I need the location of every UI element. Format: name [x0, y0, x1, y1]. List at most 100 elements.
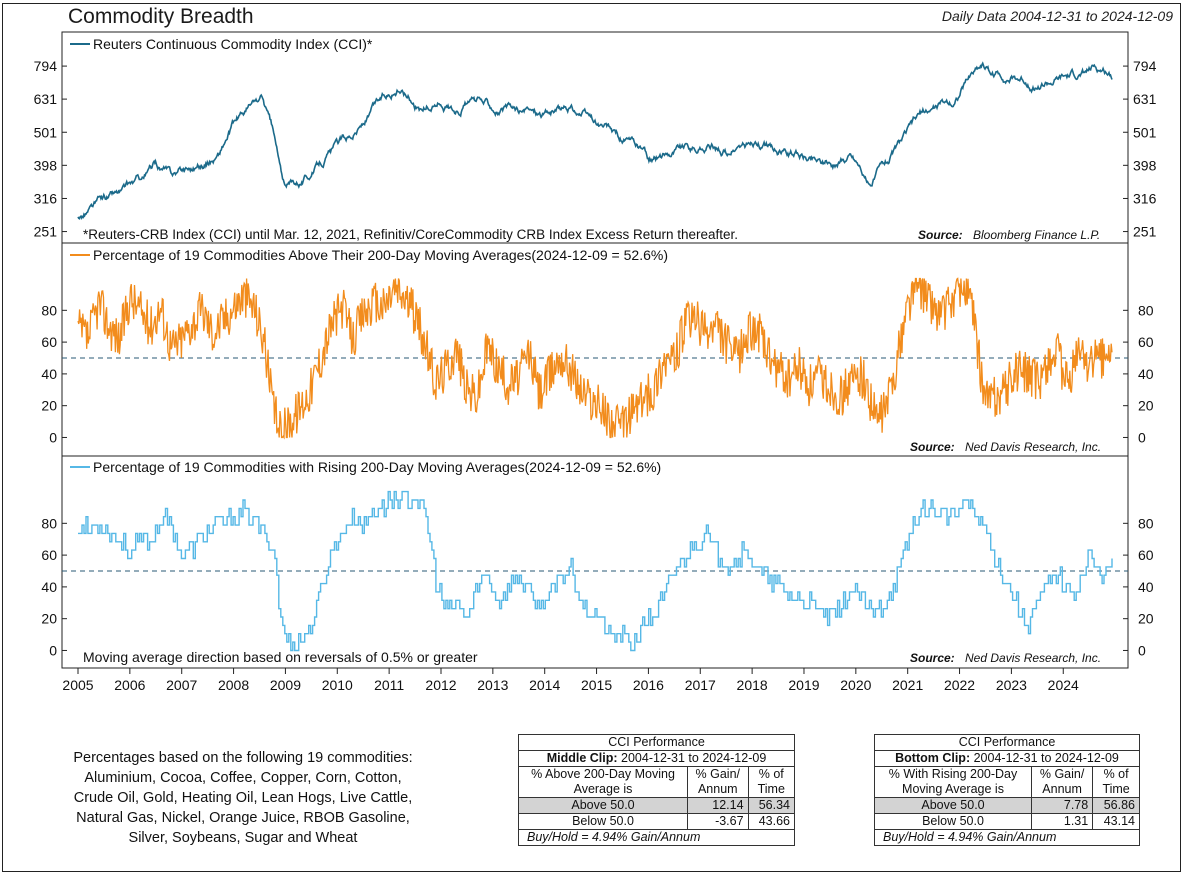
col-header: % Gain/ Annum — [687, 766, 749, 798]
cci-source-label: Source: — [918, 228, 963, 242]
table-row: Below 50.0 -3.67 43.66 — [518, 813, 796, 830]
x-tick-label: 2013 — [477, 677, 508, 693]
col-header: % Gain/ Annum — [1030, 766, 1094, 798]
table-row: Below 50.0 1.31 43.14 — [874, 813, 1140, 830]
x-tick-label: 2009 — [270, 677, 301, 693]
x-tick-label: 2020 — [840, 677, 871, 693]
table-row: Above 50.0 12.14 56.34 — [518, 797, 796, 814]
commodities-note: Percentages based on the following 19 co… — [28, 748, 458, 848]
figure-frame — [2, 3, 1181, 872]
rising-source-name: Ned Davis Research, Inc. — [965, 651, 1101, 665]
y-tick-label-right: 0 — [1138, 429, 1146, 445]
table-row: Above 50.0 7.78 56.86 — [874, 797, 1140, 814]
date-range: Daily Data 2004-12-31 to 2024-12-09 — [941, 8, 1173, 24]
commodities-note-line: Percentages based on the following 19 co… — [73, 750, 413, 766]
clip-dates: 2004-12-31 to 2024-12-09 — [973, 751, 1119, 765]
y-tick-label-left: 501 — [34, 124, 58, 140]
row-label: Below 50.0 — [518, 813, 688, 830]
rising-plot: 0 0 20 20 40 40 60 60 80 80 — [41, 490, 1154, 658]
x-tick-label: 2017 — [685, 677, 716, 693]
above-legend: Percentage of 19 Commodities Above Their… — [93, 247, 668, 263]
col-header: % of Time — [1092, 766, 1140, 798]
y-tick-label-right: 398 — [1133, 157, 1157, 173]
y-tick-label-left: 631 — [34, 91, 58, 107]
above-source-name: Ned Davis Research, Inc. — [965, 440, 1101, 454]
x-tick-label: 2023 — [996, 677, 1027, 693]
y-tick-label-right: 501 — [1133, 124, 1157, 140]
x-axis: 2005 2006 2007 2008 2009 2010 2011 2012 2013 2014… — [62, 668, 1079, 693]
x-tick-label: 2010 — [322, 677, 353, 693]
cci-panel — [61, 31, 1129, 244]
rising-source-label: Source: — [910, 651, 955, 665]
rising-note: Moving average direction based on revers… — [83, 649, 478, 665]
y-tick-label-right: 40 — [1138, 579, 1154, 595]
y-tick-label-left: 251 — [34, 224, 58, 240]
row-label: Above 50.0 — [874, 797, 1032, 814]
cci-line — [77, 61, 1113, 221]
y-tick-label-left: 80 — [41, 302, 57, 318]
y-tick-label-left: 0 — [49, 642, 57, 658]
commodities-note-line: Crude Oil, Gold, Heating Oil, Lean Hogs,… — [73, 790, 413, 806]
clip-row: Middle Clip: 2004-12-31 to 2024-12-09 — [518, 750, 795, 767]
x-tick-label: 2011 — [374, 677, 404, 693]
y-tick-label-left: 794 — [34, 58, 58, 74]
row-time: 43.66 — [747, 813, 796, 830]
row-gain: 12.14 — [687, 797, 749, 814]
x-tick-label: 2019 — [788, 677, 819, 693]
rising-panel — [61, 455, 1129, 669]
y-tick-label-right: 316 — [1133, 190, 1157, 206]
clip-label: Bottom Clip: — [895, 751, 971, 765]
row-gain: -3.67 — [687, 813, 749, 830]
bottom-clip-table: CCI Performance Bottom Clip: 2004-12-31 … — [874, 734, 1140, 846]
col-header: % With Rising 200-Day Moving Average is — [874, 766, 1032, 798]
table-title: CCI Performance — [518, 734, 795, 751]
y-tick-label-left: 20 — [41, 611, 57, 627]
middle-clip-table: CCI Performance Middle Clip: 2004-12-31 … — [518, 734, 796, 846]
cci-plot: 251 251 316 316 398 398 501 501 631 631 794 794 — [34, 58, 1157, 239]
y-tick-label-left: 40 — [41, 579, 57, 595]
y-tick-label-right: 80 — [1138, 515, 1154, 531]
table-footer: Buy/Hold = 4.94% Gain/Annum — [518, 829, 795, 846]
cci-footnote: *Reuters-CRB Index (CCI) until Mar. 12, … — [83, 227, 738, 242]
above-line — [77, 277, 1113, 440]
y-tick-label-right: 40 — [1138, 366, 1154, 382]
above-plot: 0 0 20 20 40 40 60 60 80 80 — [41, 277, 1154, 445]
above-panel — [61, 242, 1129, 457]
above-source-label: Source: — [910, 440, 955, 454]
rising-line — [78, 490, 1113, 652]
commodities-note-line: Natural Gas, Nickel, Orange Juice, RBOB … — [76, 810, 410, 826]
row-time: 43.14 — [1092, 813, 1140, 830]
x-tick-label: 2007 — [166, 677, 197, 693]
y-tick-label-right: 0 — [1138, 642, 1146, 658]
table-footer: Buy/Hold = 4.94% Gain/Annum — [874, 829, 1140, 846]
row-time: 56.34 — [747, 797, 796, 814]
row-label: Below 50.0 — [874, 813, 1032, 830]
y-tick-label-left: 40 — [41, 366, 57, 382]
chart-title: Commodity Breadth — [68, 5, 254, 28]
x-tick-label: 2016 — [633, 677, 664, 693]
commodities-note-line: Aluminium, Cocoa, Coffee, Copper, Corn, … — [84, 770, 402, 786]
y-tick-label-right: 60 — [1138, 334, 1154, 350]
y-tick-label-left: 398 — [34, 157, 58, 173]
table-title: CCI Performance — [874, 734, 1140, 751]
clip-dates: 2004-12-31 to 2024-12-09 — [621, 751, 767, 765]
cci-source-name: Bloomberg Finance L.P. — [973, 228, 1100, 242]
x-tick-label: 2024 — [1048, 677, 1079, 693]
y-tick-label-right: 80 — [1138, 302, 1154, 318]
x-tick-label: 2015 — [581, 677, 612, 693]
x-tick-label: 2018 — [737, 677, 768, 693]
x-tick-label: 2022 — [944, 677, 975, 693]
y-tick-label-left: 20 — [41, 398, 57, 414]
cci-legend: Reuters Continuous Commodity Index (CCI)… — [93, 36, 373, 52]
row-gain: 7.78 — [1030, 797, 1094, 814]
clip-label: Middle Clip: — [546, 751, 618, 765]
y-tick-label-right: 20 — [1138, 398, 1154, 414]
y-tick-label-left: 80 — [41, 515, 57, 531]
y-tick-label-left: 60 — [41, 547, 57, 563]
row-gain: 1.31 — [1030, 813, 1094, 830]
x-tick-label: 2005 — [62, 677, 93, 693]
x-tick-label: 2012 — [425, 677, 456, 693]
y-tick-label-left: 316 — [34, 190, 58, 206]
row-time: 56.86 — [1092, 797, 1140, 814]
